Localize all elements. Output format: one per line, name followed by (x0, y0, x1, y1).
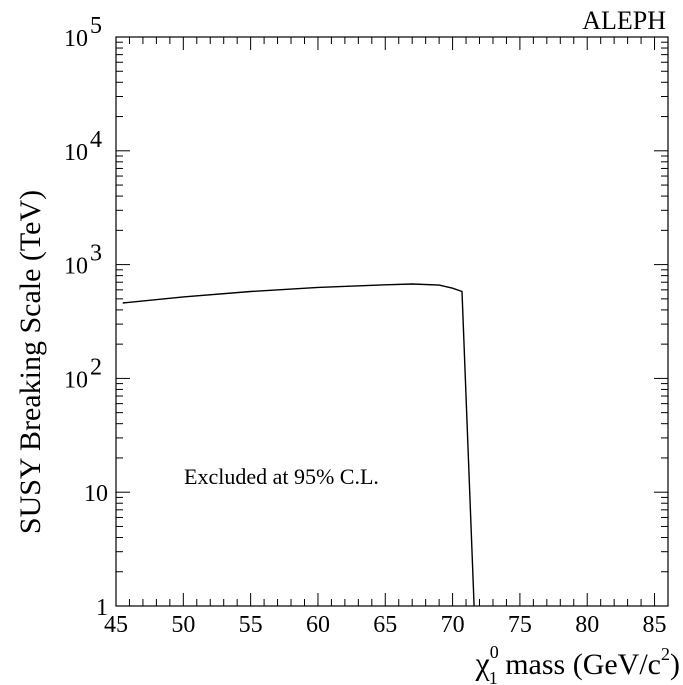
y-tick-label: 10 (84, 481, 108, 507)
x-axis-symbol-subscript: 1 (489, 668, 498, 685)
y-tick-exponent: 4 (90, 127, 102, 153)
y-tick-label: 10 (64, 367, 88, 393)
y-tick-label: 10 (64, 26, 88, 52)
x-axis-symbol: χ (475, 645, 491, 681)
x-tick-label: 80 (575, 612, 599, 638)
y-tick-exponent: 5 (90, 13, 102, 39)
experiment-label: ALEPH (582, 6, 666, 35)
exclusion-annotation: Excluded at 95% C.L. (184, 464, 379, 489)
x-tick-label: 50 (171, 612, 195, 638)
x-tick-label: 70 (441, 612, 465, 638)
x-axis-title-text: mass (GeV/c (498, 648, 661, 681)
y-tick-label: 10 (64, 140, 88, 166)
y-tick-label: 1 (96, 595, 108, 621)
x-axis-title-power: 2 (661, 644, 670, 664)
x-axis-title-close: ) (670, 648, 680, 681)
x-tick-label: 85 (643, 612, 667, 638)
exclusion-boundary-line (122, 283, 475, 607)
x-axis-symbol-superscript: 0 (490, 642, 499, 662)
x-tick-label: 45 (104, 612, 128, 638)
x-tick-label: 55 (239, 612, 263, 638)
x-axis-title: χ0 1 mass (GeV/c2) (475, 642, 681, 685)
x-tick-label: 75 (508, 612, 532, 638)
y-tick-exponent: 3 (90, 241, 102, 267)
plot-frame (115, 36, 669, 607)
x-tick-label: 65 (373, 612, 397, 638)
y-axis-title: SUSY Breaking Scale (TeV) (14, 190, 47, 534)
y-tick-label: 10 (64, 254, 88, 280)
y-tick-exponent: 2 (90, 354, 102, 380)
x-tick-label: 60 (306, 612, 330, 638)
